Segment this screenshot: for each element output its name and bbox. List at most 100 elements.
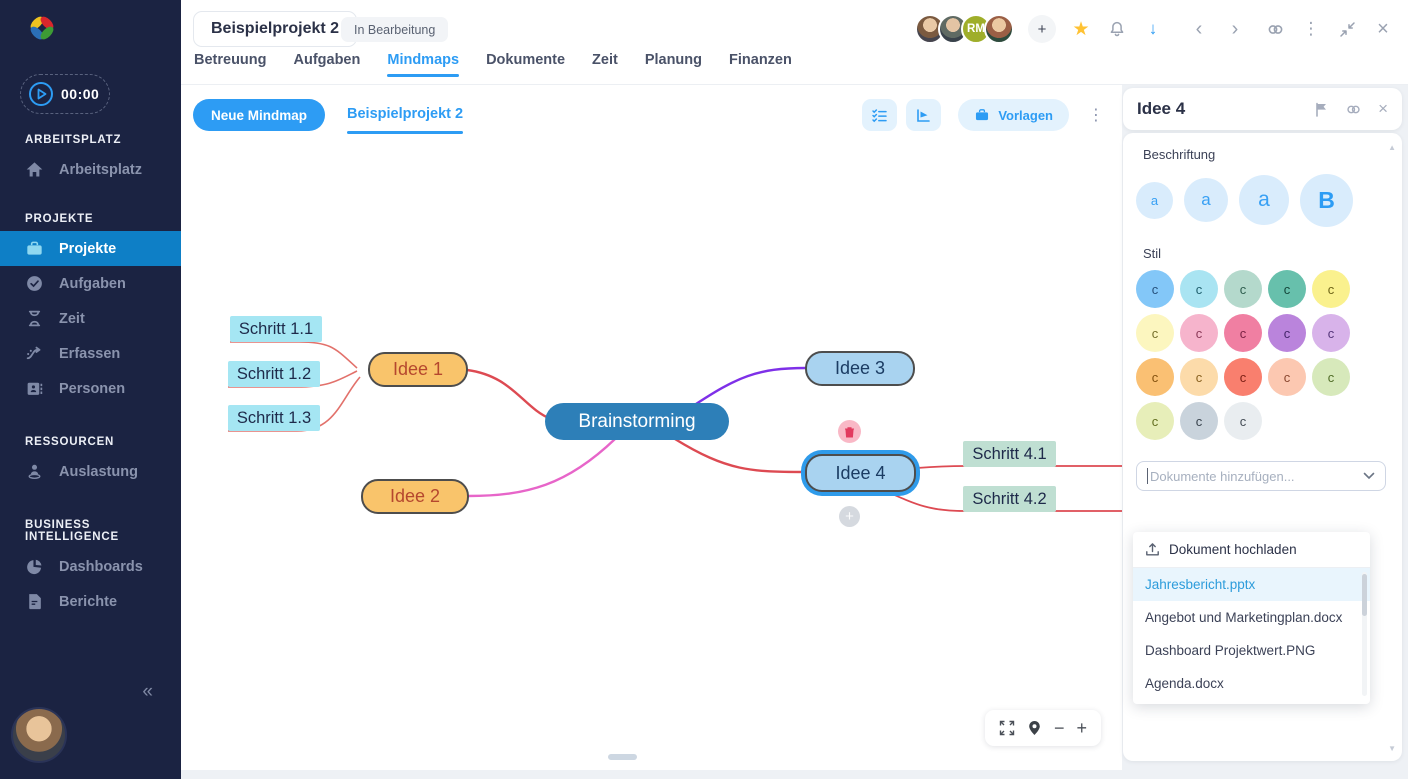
sidebar-item-aufgaben[interactable]: Aufgaben bbox=[0, 266, 181, 301]
style-color-swatch[interactable]: c bbox=[1268, 314, 1306, 352]
dropdown-scrollbar[interactable] bbox=[1362, 572, 1367, 696]
documents-select-input[interactable]: Dokumente hinzufügen... bbox=[1136, 461, 1386, 491]
node-idee-1[interactable]: Idee 1 bbox=[368, 352, 468, 387]
node-schritt-1-3[interactable]: Schritt 1.3 bbox=[228, 405, 320, 431]
mindmap-kebab-icon[interactable]: ⋮ bbox=[1088, 107, 1104, 124]
document-option[interactable]: Angebot und Marketingplan.docx bbox=[1145, 610, 1343, 625]
style-color-swatch[interactable]: c bbox=[1268, 270, 1306, 308]
mindmap-toolbar: Neue Mindmap Beispielprojekt 2 bbox=[193, 99, 463, 134]
task-list-button[interactable] bbox=[862, 99, 898, 131]
mindmap-tab-active[interactable]: Beispielprojekt 2 bbox=[347, 99, 463, 134]
tab-betreuung[interactable]: Betreuung bbox=[194, 52, 267, 68]
sidebar-item-personen[interactable]: Personen bbox=[0, 371, 181, 406]
close-panel-icon[interactable]: × bbox=[1378, 99, 1388, 118]
mindmap-canvas[interactable]: Neue Mindmap Beispielprojekt 2 Vorlagen … bbox=[181, 85, 1122, 770]
dropdown-scrollbar-thumb[interactable] bbox=[1362, 574, 1367, 616]
style-color-swatch[interactable]: c bbox=[1312, 270, 1350, 308]
tab-planung[interactable]: Planung bbox=[644, 52, 703, 68]
new-mindmap-button[interactable]: Neue Mindmap bbox=[193, 99, 326, 131]
tab-zeit[interactable]: Zeit bbox=[592, 52, 618, 68]
play-icon[interactable] bbox=[28, 81, 54, 107]
style-color-swatch[interactable]: c bbox=[1224, 358, 1262, 396]
chevron-right-icon[interactable]: › bbox=[1231, 17, 1239, 40]
project-name: Beispielprojekt 2 bbox=[211, 20, 340, 37]
tab-aufgaben[interactable]: Aufgaben bbox=[293, 52, 361, 68]
tab-finanzen[interactable]: Finanzen bbox=[729, 52, 792, 68]
node-schritt-1-1[interactable]: Schritt 1.1 bbox=[230, 316, 322, 342]
font-bold-button[interactable]: B bbox=[1300, 173, 1353, 227]
upload-document-option[interactable]: Dokument hochladen bbox=[1133, 532, 1370, 568]
briefcase-icon bbox=[974, 107, 990, 123]
time-tracker[interactable]: 00:00 bbox=[20, 74, 110, 114]
style-color-swatch[interactable]: c bbox=[1312, 314, 1350, 352]
node-schritt-1-2[interactable]: Schritt 1.2 bbox=[228, 361, 320, 387]
style-color-swatch[interactable]: c bbox=[1268, 358, 1306, 396]
node-idee-3[interactable]: Idee 3 bbox=[805, 351, 915, 386]
style-color-swatch[interactable]: c bbox=[1136, 314, 1174, 352]
chevron-left-icon[interactable]: ‹ bbox=[1195, 17, 1203, 40]
font-size-large-button[interactable]: a bbox=[1239, 175, 1289, 225]
add-member-button[interactable]: + bbox=[1028, 15, 1056, 43]
node-schritt-4-2[interactable]: Schritt 4.2 bbox=[963, 486, 1056, 512]
style-color-swatch[interactable]: c bbox=[1180, 402, 1218, 440]
favorite-star-icon[interactable]: ★ bbox=[1072, 18, 1090, 40]
status-badge: In Bearbeitung bbox=[341, 17, 449, 42]
font-size-small-button[interactable]: a bbox=[1136, 181, 1173, 219]
more-options-kebab-icon[interactable]: ⋮ bbox=[1302, 19, 1320, 38]
node-schritt-4-1[interactable]: Schritt 4.1 bbox=[963, 441, 1056, 467]
compress-icon[interactable] bbox=[1336, 18, 1358, 40]
delete-node-button[interactable] bbox=[838, 420, 861, 443]
style-color-swatch[interactable]: c bbox=[1180, 358, 1218, 396]
member-avatar[interactable] bbox=[984, 14, 1014, 44]
style-color-swatch[interactable]: c bbox=[1224, 402, 1262, 440]
zoom-out-button[interactable]: − bbox=[1053, 718, 1065, 738]
horizontal-scrollbar-thumb[interactable] bbox=[608, 754, 637, 760]
flag-icon[interactable] bbox=[1314, 102, 1329, 117]
fit-view-icon[interactable] bbox=[999, 720, 1015, 736]
node-brainstorming[interactable]: Brainstorming bbox=[545, 403, 729, 440]
sidebar-item-auslastung[interactable]: Auslastung bbox=[0, 454, 181, 489]
locate-pin-icon[interactable] bbox=[1027, 720, 1042, 736]
sidebar-item-dashboards[interactable]: Dashboards bbox=[0, 549, 181, 584]
sidebar-item-projekte[interactable]: Projekte bbox=[0, 231, 181, 266]
node-idee-2[interactable]: Idee 2 bbox=[361, 479, 469, 514]
sidebar-collapse-button[interactable]: « bbox=[142, 681, 153, 702]
document-option[interactable]: Agenda.docx bbox=[1145, 676, 1224, 691]
sidebar-item-zeit[interactable]: Zeit bbox=[0, 301, 181, 336]
style-color-swatch[interactable]: c bbox=[1136, 358, 1174, 396]
style-color-swatch[interactable]: c bbox=[1180, 270, 1218, 308]
notifications-bell-icon[interactable] bbox=[1106, 18, 1128, 40]
zoom-in-button[interactable]: + bbox=[1076, 718, 1087, 738]
link-icon[interactable] bbox=[1345, 101, 1362, 118]
document-option[interactable]: Dashboard Projektwert.PNG bbox=[1145, 643, 1316, 658]
sidebar-item-erfassen[interactable]: Erfassen bbox=[0, 336, 181, 371]
app-logo-icon[interactable] bbox=[26, 12, 58, 44]
scroll-up-arrow[interactable]: ▲ bbox=[1388, 143, 1396, 152]
style-color-swatch[interactable]: c bbox=[1224, 314, 1262, 352]
project-name-box[interactable]: Beispielprojekt 2 bbox=[193, 11, 358, 47]
style-color-swatch[interactable]: c bbox=[1136, 270, 1174, 308]
tab-mindmaps[interactable]: Mindmaps bbox=[387, 52, 459, 77]
tab-dokumente[interactable]: Dokumente bbox=[486, 52, 566, 68]
sidebar-item-arbeitsplatz[interactable]: Arbeitsplatz bbox=[0, 152, 181, 187]
style-color-swatch[interactable]: c bbox=[1312, 358, 1350, 396]
font-size-medium-button[interactable]: a bbox=[1184, 178, 1228, 222]
timer-value: 00:00 bbox=[61, 86, 100, 102]
chevron-down-icon[interactable] bbox=[1363, 472, 1375, 480]
style-color-swatch[interactable]: c bbox=[1136, 402, 1174, 440]
canvas-controls: − + bbox=[985, 710, 1101, 746]
node-idee-4-selected[interactable]: Idee 4 bbox=[805, 454, 916, 492]
user-avatar[interactable] bbox=[11, 707, 67, 763]
document-option[interactable]: Jahresbericht.pptx bbox=[1133, 568, 1370, 601]
download-icon[interactable]: ↓ bbox=[1148, 19, 1158, 38]
chart-flag-button[interactable] bbox=[906, 99, 942, 131]
sidebar-item-berichte[interactable]: Berichte bbox=[0, 584, 181, 619]
scroll-down-arrow[interactable]: ▼ bbox=[1388, 744, 1396, 753]
report-icon bbox=[25, 592, 44, 611]
style-color-swatch[interactable]: c bbox=[1224, 270, 1262, 308]
style-color-swatch[interactable]: c bbox=[1180, 314, 1218, 352]
link-icon[interactable] bbox=[1264, 18, 1286, 40]
vorlagen-button[interactable]: Vorlagen bbox=[958, 99, 1069, 131]
close-icon[interactable]: × bbox=[1377, 17, 1389, 40]
add-child-node-button[interactable]: + bbox=[839, 506, 860, 527]
